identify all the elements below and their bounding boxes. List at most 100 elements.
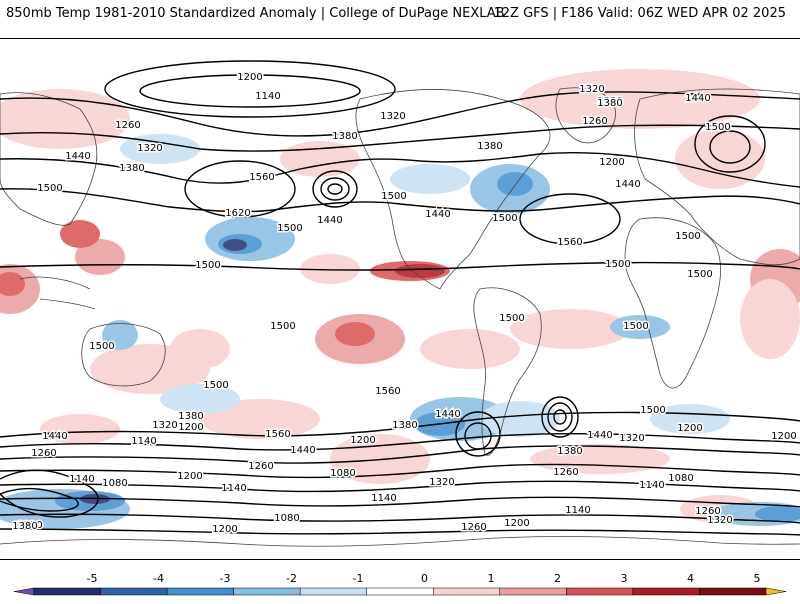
label-s-1260-d: 1260 — [695, 506, 720, 517]
label-1380-na: 1380 — [477, 141, 502, 152]
label-1440-npac: 1440 — [65, 151, 90, 162]
colorbar-ticks: -5 -4 -3 -2 -1 0 1 2 3 4 5 — [87, 572, 761, 585]
label-s-1200-b: 1200 — [350, 435, 375, 446]
colorbar-end-low — [13, 587, 35, 596]
label-s-1260-a: 1260 — [248, 461, 273, 472]
label-1380-eu: 1380 — [597, 98, 622, 109]
label-s-1200: 1200 — [178, 422, 203, 433]
colorbar-segment — [299, 587, 367, 596]
eurasia-outline — [634, 88, 800, 266]
label-s-1080-a: 1080 — [102, 478, 127, 489]
label-s-1260: 1260 — [31, 448, 56, 459]
label-s-1500: 1500 — [640, 405, 665, 416]
label-1440-eu-2: 1440 — [615, 179, 640, 190]
colorbar-tick-label: -2 — [286, 572, 297, 585]
label-1500-eu-2: 1500 — [675, 231, 700, 242]
label-s-1140-a: 1140 — [69, 474, 94, 485]
label-1500-eu: 1500 — [705, 122, 730, 133]
colorbar-tick-label: 5 — [754, 572, 761, 585]
colorbar-end-high — [765, 587, 787, 596]
label-1500-na: 1500 — [381, 191, 406, 202]
label-1500-trop-1: 1500 — [195, 260, 220, 271]
label-s-1140-b: 1140 — [221, 483, 246, 494]
label-s-1140-e: 1140 — [639, 480, 664, 491]
north-america-outline — [355, 89, 551, 290]
label-s-1200-d: 1200 — [504, 518, 529, 529]
australia-outline — [81, 323, 166, 387]
label-1500-na-2: 1500 — [492, 213, 517, 224]
label-1560-trop: 1560 — [375, 386, 400, 397]
label-1500-npac-2: 1500 — [277, 223, 302, 234]
coastlines — [0, 87, 800, 547]
colorbar-tick-label: 0 — [421, 572, 428, 585]
label-s-1140: 1140 — [131, 436, 156, 447]
label-s-1320-d: 1320 — [17, 520, 42, 531]
label-s-1080-c: 1080 — [274, 513, 299, 524]
asia-west-outline — [0, 92, 98, 226]
label-1320-na: 1320 — [380, 111, 405, 122]
colorbar-tick-label: -3 — [220, 572, 231, 585]
label-1200-eu: 1200 — [599, 157, 624, 168]
label-s-1320-c: 1320 — [619, 433, 644, 444]
colorbar-segments — [13, 587, 787, 596]
label-s-1380-a: 1380 — [557, 446, 582, 457]
colorbar-segment — [566, 587, 634, 596]
label-s-1320-a: 1320 — [429, 477, 454, 488]
colorbar-tick-label: -5 — [87, 572, 98, 585]
south-america-outline — [473, 287, 542, 456]
label-1260-eu: 1260 — [582, 116, 607, 127]
colorbar-tick-label: -4 — [153, 572, 164, 585]
label-1260-npac: 1260 — [115, 120, 140, 131]
label-1560-na: 1560 — [557, 237, 582, 248]
colorbar-tick-label: -1 — [353, 572, 364, 585]
label-s-1380: 1380 — [178, 411, 203, 422]
anomaly-map: 1200 1140 1260 1320 1440 1380 1500 1560 … — [0, 38, 800, 560]
antarctica-outline — [0, 536, 800, 547]
colorbar-tick-label: 1 — [488, 572, 495, 585]
anomaly-colorbar: -5 -4 -3 -2 -1 0 1 2 3 4 5 — [0, 568, 800, 600]
label-s-1260-c: 1260 — [461, 522, 486, 533]
label-1620-npac: 1620 — [225, 208, 250, 219]
label-s-1380-b: 1380 — [12, 521, 37, 532]
label-s-1440-b: 1440 — [587, 430, 612, 441]
height-contours — [0, 60, 800, 536]
colorbar-segment — [632, 587, 700, 596]
model-run-label: 12Z GFS | F186 Valid: 06Z WED APR 02 202… — [493, 6, 786, 21]
label-s-1140-d: 1140 — [565, 505, 590, 516]
label-1500-trop-2: 1500 — [89, 341, 114, 352]
map-title: 850mb Temp 1981-2010 Standardized Anomal… — [6, 6, 505, 21]
colorbar-segment — [366, 587, 434, 596]
label-s-1200-f: 1200 — [771, 431, 796, 442]
label-1440-eu: 1440 — [685, 93, 710, 104]
contour-labels: 1200 1140 1260 1320 1440 1380 1500 1560 … — [11, 71, 798, 537]
colorbar-segment — [166, 587, 234, 596]
label-1500-eu-3: 1500 — [605, 259, 630, 270]
label-1500-trop-3: 1500 — [270, 321, 295, 332]
label-s-1200-c: 1200 — [212, 524, 237, 535]
label-s-1560: 1560 — [265, 429, 290, 440]
label-1500-eu-4: 1500 — [687, 269, 712, 280]
label-s-1200-a: 1200 — [177, 471, 202, 482]
label-1380-na-2: 1380 — [597, 96, 622, 107]
colorbar-segment — [499, 587, 567, 596]
label-s-1320: 1320 — [152, 420, 177, 431]
label-s-1200-e: 1200 — [677, 423, 702, 434]
label-s-1440-c: 1440 — [42, 431, 67, 442]
label-1500-trop-5: 1500 — [623, 321, 648, 332]
greenland-outline — [555, 87, 616, 144]
label-s-1440: 1440 — [435, 409, 460, 420]
label-1560-npac: 1560 — [249, 172, 274, 183]
colorbar-tick-label: 2 — [554, 572, 561, 585]
label-s-1380: 1380 — [392, 420, 417, 431]
label-1200-npac: 1200 — [237, 72, 262, 83]
label-1140-npac: 1140 — [255, 91, 280, 102]
label-s-1260-b: 1260 — [553, 467, 578, 478]
colorbar-segment — [433, 587, 501, 596]
label-1380-npac: 1380 — [119, 163, 144, 174]
colorbar-segment — [100, 587, 168, 596]
colorbar-segment — [233, 587, 301, 596]
label-1500-trop-4: 1500 — [499, 313, 524, 324]
label-s-1320-b: 1320 — [707, 515, 732, 526]
label-1380-npac-2: 1380 — [332, 131, 357, 142]
label-1500-trop-6: 1500 — [203, 380, 228, 391]
